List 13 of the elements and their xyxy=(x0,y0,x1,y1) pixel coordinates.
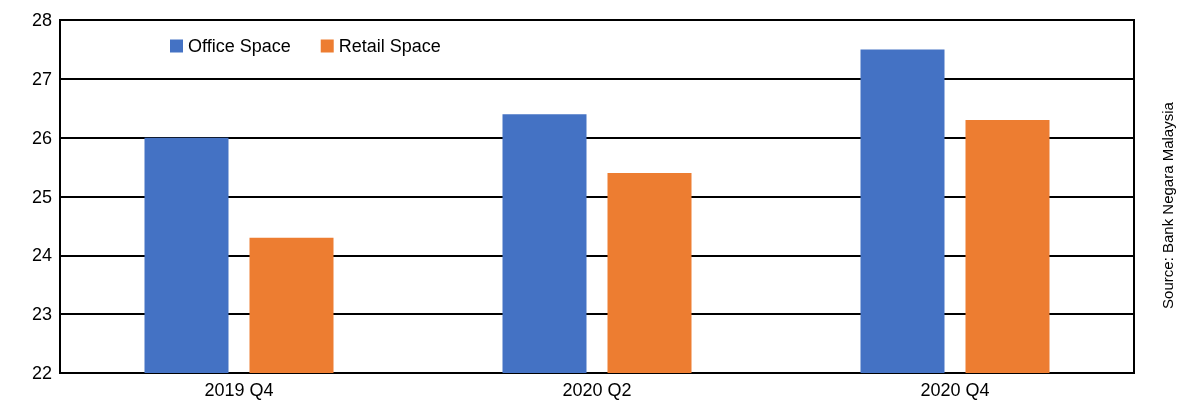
source-note: Source: Bank Negara Malaysia xyxy=(1159,101,1176,309)
x-tick-label: 2020 Q4 xyxy=(920,380,990,400)
x-tick-label: 2019 Q4 xyxy=(204,380,274,400)
y-tick-label: 23 xyxy=(31,304,52,325)
legend-label: Retail Space xyxy=(338,36,441,56)
y-tick-label: 25 xyxy=(31,186,52,207)
y-tick-label: 27 xyxy=(31,68,52,89)
x-tick-label: 2020 Q2 xyxy=(562,380,632,400)
y-tick-label: 22 xyxy=(31,363,52,383)
y-tick-label: 26 xyxy=(31,127,52,148)
y-tick-label: 28 xyxy=(31,10,52,30)
y-tick-label: 24 xyxy=(31,245,52,266)
legend-label: Office Space xyxy=(188,36,291,56)
